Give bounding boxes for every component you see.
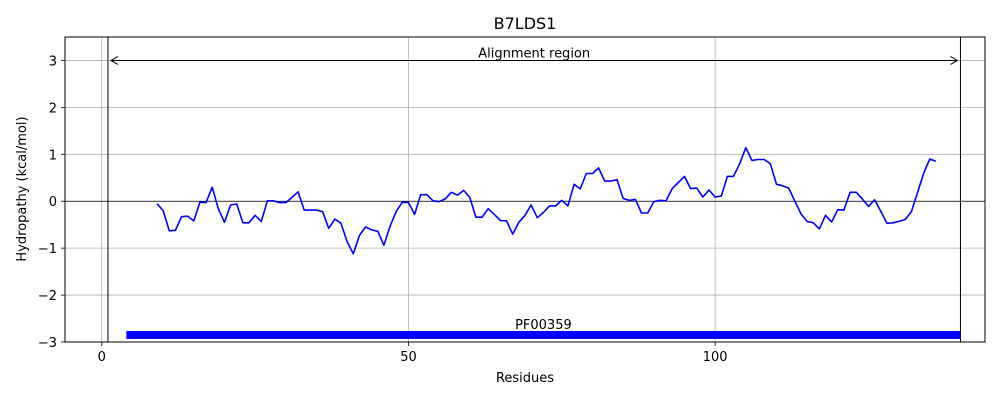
x-tick-label: 0 — [98, 350, 106, 365]
region-arrow-right-head — [950, 56, 959, 65]
y-tick-label: 1 — [49, 148, 57, 163]
y-tick-label: 3 — [49, 54, 57, 69]
x-tick-label: 100 — [703, 350, 728, 365]
plot-frame — [64, 36, 986, 343]
y-tick-label: 0 — [49, 195, 57, 210]
chart-title: B7LDS1 — [494, 14, 557, 33]
y-tick-label: −1 — [38, 242, 57, 257]
y-tick-label: −2 — [38, 289, 57, 304]
domain-label: PF00359 — [515, 318, 572, 333]
domain-bar-layer — [126, 330, 961, 339]
y-axis-label: Hydropathy (kcal/mol) — [15, 116, 30, 261]
y-tick-label: 2 — [49, 101, 57, 116]
y-tick-label: −3 — [38, 336, 57, 351]
tick-layer: 0 50 100 −3 −2 −1 0 1 2 3 — [38, 54, 728, 365]
region-arrow-left-head — [109, 56, 119, 65]
alignment-region-label: Alignment region — [478, 46, 590, 61]
grid-lines — [65, 37, 985, 343]
x-axis-label: Residues — [496, 371, 554, 386]
series-line — [156, 146, 937, 255]
alignment-region-layer — [107, 37, 961, 342]
x-tick-label: 50 — [400, 350, 417, 365]
series-layer — [156, 146, 937, 255]
domain-bar — [126, 330, 961, 339]
